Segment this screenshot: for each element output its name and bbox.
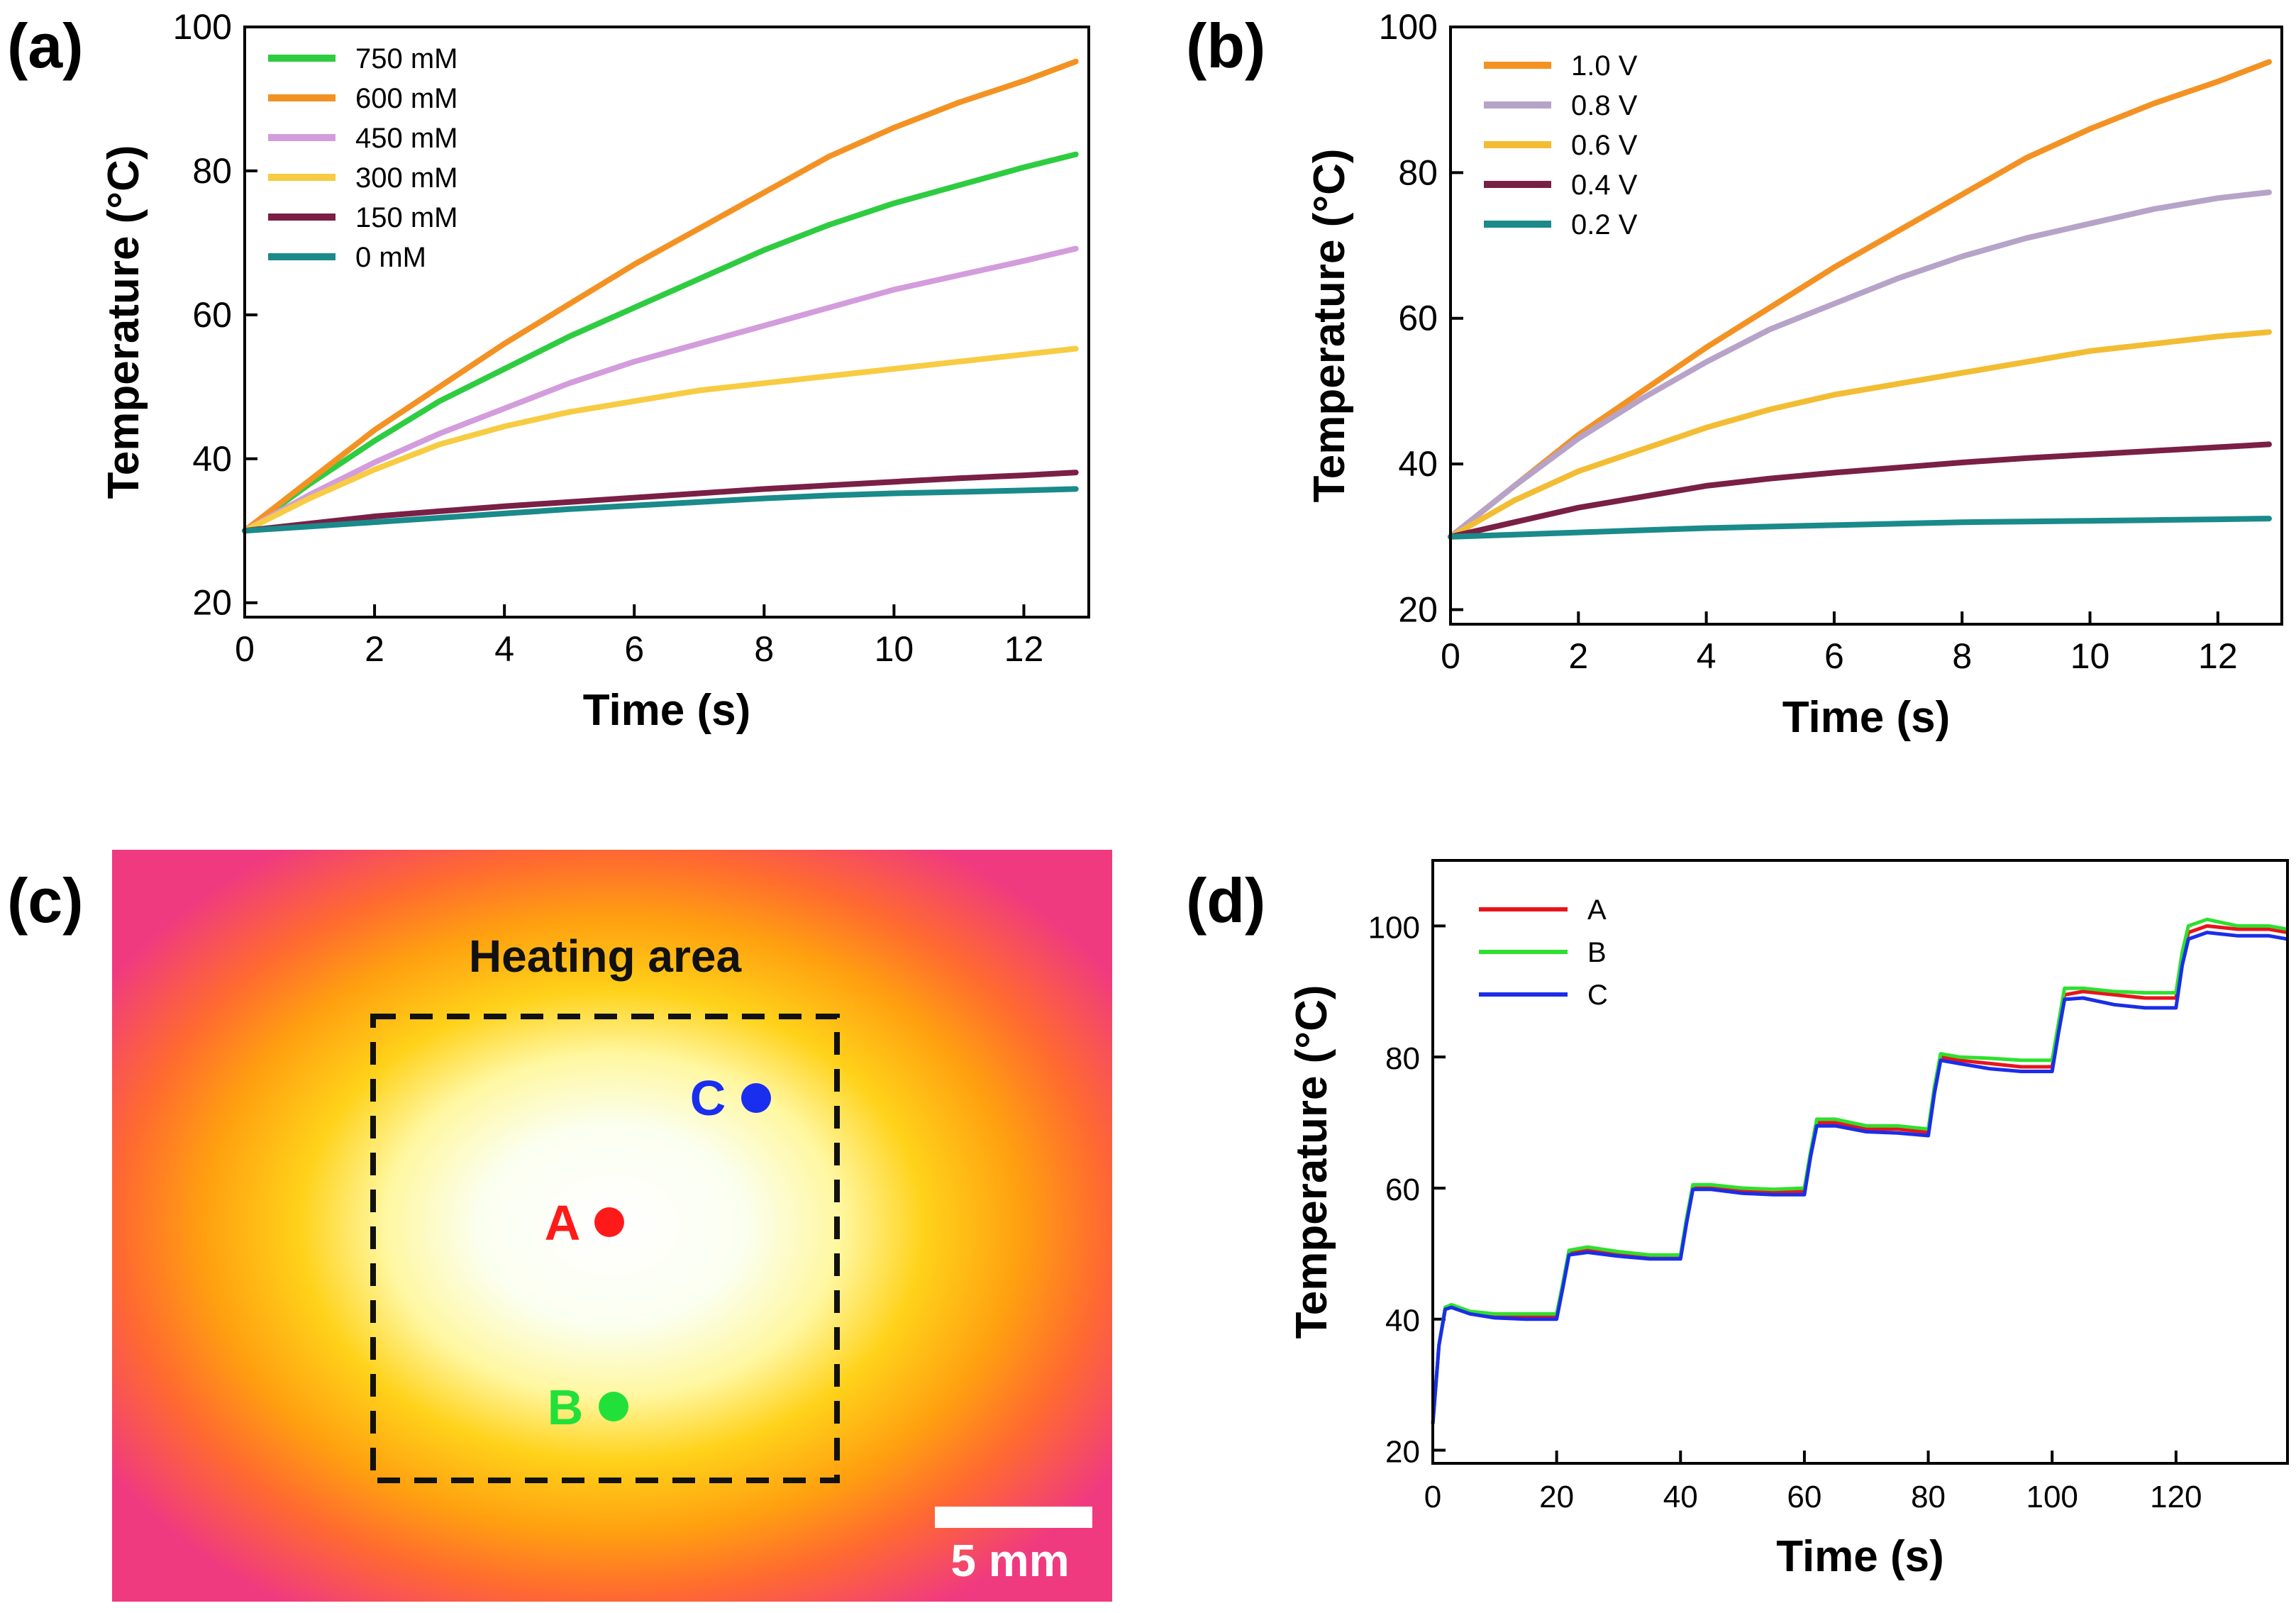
legend-label-d-2: C xyxy=(1587,980,1608,1011)
point-b-marker xyxy=(599,1392,628,1421)
chart-a: 0 2 4 6 8 10 12 20 40 60 80 100 750 mM 600 mM 450 mM 30… xyxy=(99,7,1090,735)
series-line-a-300mM xyxy=(242,345,1079,534)
x-tick-label-a-3: 6 xyxy=(624,629,644,669)
x-tick-label-b-3: 6 xyxy=(1824,636,1844,676)
x-tick-label-a-0: 0 xyxy=(235,629,255,669)
point-c-label: C xyxy=(690,1070,726,1126)
y-tick-label-d-3: 80 xyxy=(1385,1041,1420,1076)
legend-label-a-4: 150 mM xyxy=(355,202,458,233)
x-tick-label-b-2: 4 xyxy=(1697,636,1717,676)
heating-area-box xyxy=(370,1014,840,1483)
panel-label-b: (b) xyxy=(1186,11,1265,81)
panel-label-d: (d) xyxy=(1186,865,1265,936)
x-tick-label-d-2: 40 xyxy=(1663,1480,1698,1514)
legend-label-b-0: 1.0 V xyxy=(1571,50,1638,82)
legend-label-d-0: A xyxy=(1587,894,1607,926)
x-tick-label-a-5: 10 xyxy=(875,629,914,669)
panel-label-c: (c) xyxy=(7,865,84,936)
x-tick-label-a-1: 2 xyxy=(365,629,384,669)
y-tick-label-a-4: 100 xyxy=(173,7,232,47)
plot-frame-b xyxy=(1449,26,2283,626)
chart-b: 0 2 4 6 8 10 12 20 40 60 80 100 1.0 V 0.8 V 0.6 V 0.4 V… xyxy=(1305,7,2283,742)
point-b-label: B xyxy=(548,1380,584,1435)
y-tick-label-b-4: 100 xyxy=(1379,7,1438,47)
point-a-label: A xyxy=(545,1195,581,1251)
y-tick-label-d-1: 40 xyxy=(1385,1304,1420,1338)
y-tick-label-b-1: 40 xyxy=(1398,444,1438,484)
y-tick-label-b-2: 60 xyxy=(1398,299,1438,338)
x-tick-label-b-1: 2 xyxy=(1568,636,1588,676)
series-line-a-450mM xyxy=(242,245,1079,534)
legend-label-a-0: 750 mM xyxy=(355,43,458,74)
x-tick-label-d-3: 60 xyxy=(1787,1480,1821,1514)
y-tick-label-a-2: 60 xyxy=(192,295,232,335)
series-line-a-600mM xyxy=(242,58,1079,534)
heating-area-label: Heating area xyxy=(469,931,742,982)
legend-label-a-2: 450 mM xyxy=(355,123,458,154)
legend-label-a-5: 0 mM xyxy=(355,242,426,273)
legend-label-b-3: 0.4 V xyxy=(1571,170,1638,201)
panel-label-a: (a) xyxy=(7,11,84,81)
x-axis-title-d: Time (s) xyxy=(1776,1532,1944,1581)
x-tick-label-a-4: 8 xyxy=(754,629,774,669)
scale-bar-label: 5 mm xyxy=(950,1535,1069,1586)
series-line-a-0mM xyxy=(242,486,1079,534)
y-tick-label-a-1: 40 xyxy=(192,439,232,479)
x-axis-title-b: Time (s) xyxy=(1782,693,1951,742)
x-tick-label-d-1: 20 xyxy=(1539,1480,1574,1514)
series-line-b-10V xyxy=(1448,59,2272,540)
series-line-b-06V xyxy=(1448,329,2272,540)
plot-frame-d xyxy=(1431,859,2289,1465)
x-axis-title-a: Time (s) xyxy=(583,686,751,735)
legend-label-b-1: 0.8 V xyxy=(1571,90,1638,121)
legend-label-b-2: 0.6 V xyxy=(1571,130,1638,161)
y-tick-label-b-3: 80 xyxy=(1398,153,1438,192)
y-tick-label-d-0: 20 xyxy=(1385,1435,1420,1470)
plot-frame-a xyxy=(243,26,1090,619)
series-line-d-A xyxy=(1431,924,2288,1424)
x-tick-label-b-4: 8 xyxy=(1952,636,1972,676)
x-tick-label-b-0: 0 xyxy=(1441,636,1460,676)
legend-label-d-1: B xyxy=(1587,937,1607,968)
point-a-marker xyxy=(594,1207,624,1237)
legend-label-b-4: 0.2 V xyxy=(1571,209,1638,240)
x-tick-label-d-6: 120 xyxy=(2150,1480,2202,1514)
y-tick-label-b-0: 20 xyxy=(1398,589,1438,629)
x-tick-label-d-0: 0 xyxy=(1424,1480,1441,1514)
series-line-b-08V xyxy=(1448,189,2272,540)
series-line-b-04V xyxy=(1448,441,2272,540)
legend-label-a-1: 600 mM xyxy=(355,83,458,114)
x-tick-label-a-6: 12 xyxy=(1004,629,1044,669)
series-line-a-150mM xyxy=(242,470,1079,534)
y-tick-label-d-4: 100 xyxy=(1368,910,1420,945)
y-tick-label-a-0: 20 xyxy=(192,583,232,623)
y-axis-title-b: Temperature (°C) xyxy=(1305,148,1354,502)
y-tick-label-d-2: 60 xyxy=(1385,1173,1420,1207)
x-tick-label-b-5: 10 xyxy=(2070,636,2110,676)
y-axis-title-d: Temperature (°C) xyxy=(1287,985,1336,1338)
x-tick-label-b-6: 12 xyxy=(2198,636,2238,676)
x-tick-label-a-2: 4 xyxy=(494,629,514,669)
legend-label-a-3: 300 mM xyxy=(355,162,458,194)
x-tick-label-d-5: 100 xyxy=(2026,1480,2078,1514)
series-line-b-02V xyxy=(1448,516,2272,540)
y-axis-title-a: Temperature (°C) xyxy=(99,145,148,499)
y-tick-label-a-3: 80 xyxy=(192,151,232,191)
x-tick-label-d-4: 80 xyxy=(1911,1480,1946,1514)
point-c-marker xyxy=(741,1083,771,1113)
scale-bar xyxy=(935,1507,1092,1528)
thermal-image: Heating area C A B 5 mm xyxy=(112,850,1112,1602)
series-line-a-750mM xyxy=(242,151,1079,534)
series-line-d-C xyxy=(1431,931,2288,1424)
